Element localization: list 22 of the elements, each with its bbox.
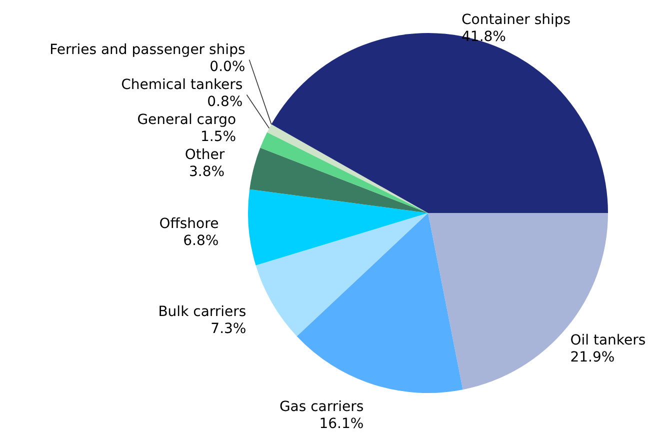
data-label: 7.3%	[210, 321, 246, 338]
slice-label: General cargo	[137, 112, 236, 128]
slice-label: Oil tankers	[570, 332, 646, 348]
pie-slice	[256, 213, 428, 336]
data-label: 16.1%	[319, 416, 364, 432]
pie-slice	[250, 148, 428, 213]
data-label: 0.8%	[207, 94, 243, 110]
pie-slice	[248, 189, 428, 266]
slice-label: Container ships	[462, 12, 571, 28]
slice-label: Chemical tankers	[121, 76, 243, 93]
data-label: 41.8%	[462, 29, 506, 45]
category-label: Ferries and passenger ships	[50, 42, 246, 58]
data-label: 1.5%	[200, 128, 236, 145]
slice-label: Other	[184, 146, 225, 163]
slice-label: Gas carriers	[279, 398, 364, 415]
slice-label: Bulk carriers	[158, 304, 246, 320]
pie-slice	[296, 213, 463, 393]
data-label: 3.8%	[189, 164, 225, 180]
data-label: 6.8%	[183, 233, 219, 250]
slice-label: Offshore	[159, 216, 219, 232]
data-label: 21.9%	[570, 349, 615, 366]
text: 0.0%	[210, 58, 246, 75]
